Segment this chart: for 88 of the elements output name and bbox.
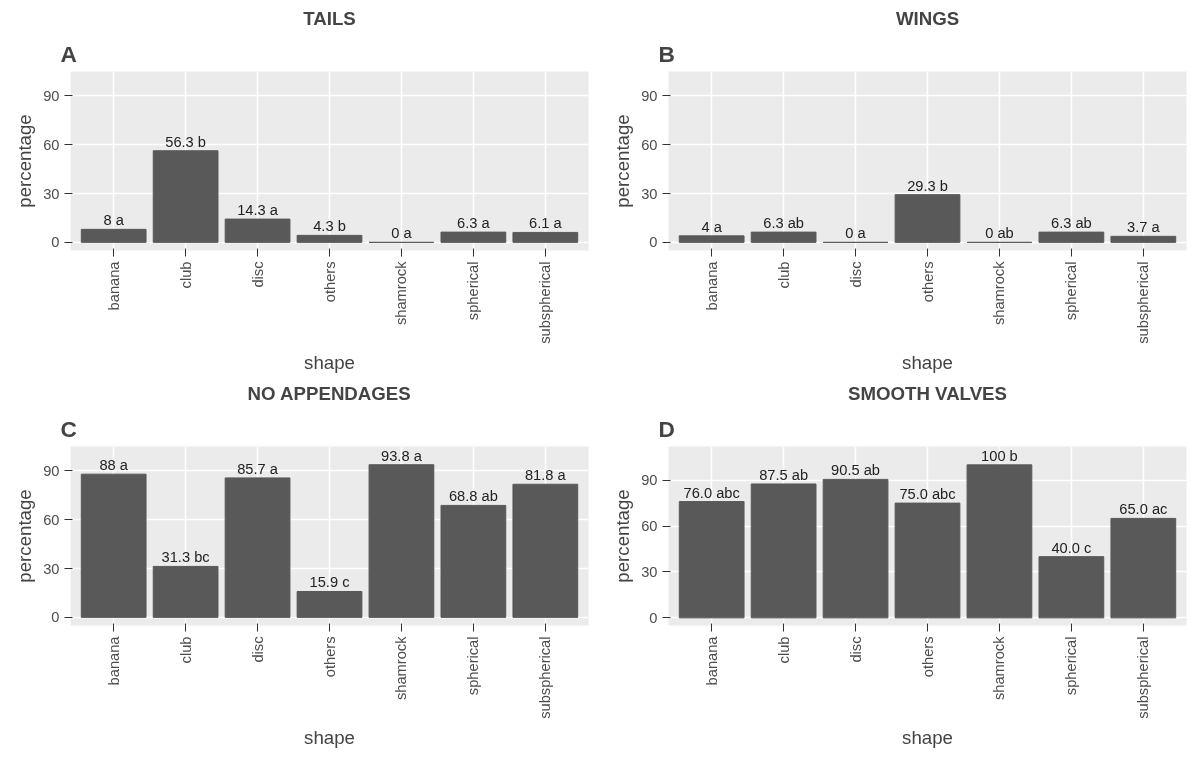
data-label: 68.8 ab bbox=[448, 488, 498, 505]
data-label: 4 a bbox=[701, 218, 723, 235]
y-axis-title: percentage bbox=[14, 114, 36, 208]
x-tick-label: spherical bbox=[1063, 636, 1080, 696]
data-label: 29.3 b bbox=[907, 177, 948, 194]
x-tick-label: shamrock bbox=[991, 635, 1008, 701]
y-tick-label: 0 bbox=[51, 234, 60, 251]
data-label: 76.0 abc bbox=[683, 484, 740, 501]
data-label: 87.5 ab bbox=[759, 466, 809, 483]
chart-title: NO APPENDAGES bbox=[247, 382, 411, 404]
x-tick-label: subspherical bbox=[537, 636, 554, 719]
data-label: 88 a bbox=[99, 457, 129, 474]
data-label: 6.1 a bbox=[529, 215, 563, 232]
y-tick-label: 60 bbox=[43, 136, 60, 153]
chart-title: WINGS bbox=[895, 7, 960, 29]
y-tick-label: 90 bbox=[43, 462, 60, 479]
x-axis-title: shape bbox=[304, 726, 355, 748]
chart-title: TAILS bbox=[303, 7, 356, 29]
y-tick-label: 0 bbox=[649, 609, 658, 626]
y-axis-title: percentage bbox=[612, 114, 634, 208]
data-label: 6.3 a bbox=[457, 215, 491, 232]
data-label: 65.0 ac bbox=[1119, 501, 1168, 518]
x-tick-label: banana bbox=[105, 260, 122, 311]
data-label: 6.3 ab bbox=[1051, 215, 1092, 232]
x-axis-title: shape bbox=[902, 726, 953, 748]
x-axis-title: shape bbox=[902, 351, 953, 373]
data-label: 0 a bbox=[391, 225, 413, 242]
data-label: 75.0 abc bbox=[899, 486, 956, 503]
x-tick-label: spherical bbox=[1063, 261, 1080, 321]
x-tick-label: club bbox=[775, 261, 792, 289]
x-tick-label: subspherical bbox=[537, 261, 554, 344]
y-tick-label: 0 bbox=[51, 609, 60, 626]
y-tick-label: 90 bbox=[641, 472, 658, 489]
data-label: 40.0 c bbox=[1051, 539, 1092, 556]
x-tick-label: banana bbox=[703, 260, 720, 311]
data-label: 6.3 ab bbox=[763, 215, 804, 232]
y-axis-title: percentage bbox=[612, 489, 634, 583]
x-tick-label: others bbox=[919, 261, 936, 303]
data-label: 8 a bbox=[103, 212, 125, 229]
x-tick-label: others bbox=[321, 636, 338, 678]
y-axis-title: percentage bbox=[14, 489, 36, 583]
x-tick-label: shamrock bbox=[393, 635, 410, 701]
x-tick-label: banana bbox=[703, 635, 720, 686]
data-label: 93.8 a bbox=[381, 447, 423, 464]
data-label: 0 a bbox=[845, 225, 867, 242]
data-label: 100 b bbox=[981, 447, 1018, 464]
data-label: 14.3 a bbox=[237, 202, 279, 219]
text: B bbox=[658, 40, 675, 67]
x-tick-label: subspherical bbox=[1135, 636, 1152, 719]
x-tick-label: club bbox=[775, 636, 792, 664]
x-tick-label: club bbox=[177, 636, 194, 664]
x-tick-label: disc bbox=[847, 261, 864, 288]
y-tick-label: 60 bbox=[641, 136, 658, 153]
y-tick-label: 30 bbox=[43, 560, 60, 577]
x-tick-label: disc bbox=[249, 261, 266, 288]
data-label: 81.8 a bbox=[524, 467, 567, 484]
x-tick-label: others bbox=[321, 261, 338, 303]
x-tick-label: shamrock bbox=[393, 260, 410, 326]
x-tick-label: disc bbox=[847, 636, 864, 663]
text: C bbox=[60, 415, 77, 442]
y-tick-label: 30 bbox=[641, 563, 658, 580]
data-label: 4.3 b bbox=[313, 218, 346, 235]
data-label: 15.9 c bbox=[309, 574, 350, 591]
data-label: 85.7 a bbox=[237, 460, 279, 477]
y-tick-label: 0 bbox=[649, 234, 658, 251]
y-tick-label: 90 bbox=[641, 87, 658, 104]
x-tick-label: spherical bbox=[465, 261, 482, 321]
x-tick-label: club bbox=[177, 261, 194, 289]
x-tick-label: subspherical bbox=[1135, 261, 1152, 344]
x-axis-title: shape bbox=[304, 351, 355, 373]
x-tick-label: shamrock bbox=[991, 260, 1008, 326]
y-tick-label: 30 bbox=[641, 185, 658, 202]
chart-title: SMOOTH VALVES bbox=[848, 382, 1007, 404]
x-tick-label: disc bbox=[249, 636, 266, 663]
data-label: 31.3 bc bbox=[161, 549, 210, 566]
y-tick-label: 90 bbox=[43, 87, 60, 104]
y-tick-label: 30 bbox=[43, 185, 60, 202]
y-tick-label: 60 bbox=[43, 511, 60, 528]
data-label: 0 ab bbox=[985, 225, 1014, 242]
x-tick-label: banana bbox=[105, 635, 122, 686]
data-label: 56.3 b bbox=[165, 133, 206, 150]
data-label: 90.5 ab bbox=[831, 462, 881, 479]
text: A bbox=[60, 40, 77, 67]
x-tick-label: others bbox=[919, 636, 936, 678]
y-tick-label: 60 bbox=[641, 518, 658, 535]
text: D bbox=[658, 415, 675, 442]
data-label: 3.7 a bbox=[1127, 219, 1161, 236]
x-tick-label: spherical bbox=[465, 636, 482, 696]
